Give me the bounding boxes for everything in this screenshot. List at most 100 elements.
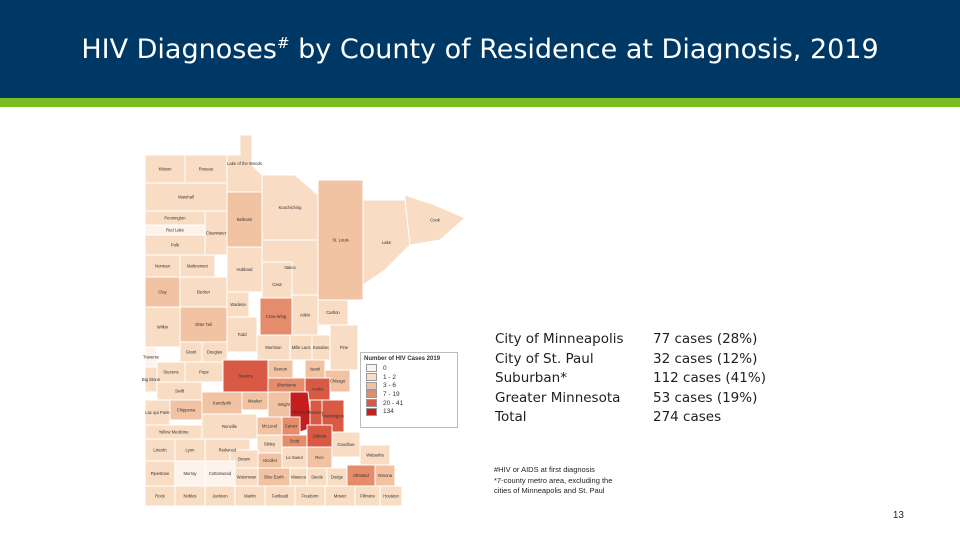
county-label: Chippewa [177,408,196,413]
county-label: Lake of the Woods [227,161,262,166]
county-label: Nicollet [263,458,278,463]
county-label: Sibley [264,442,276,447]
county-label: Crow Wing [266,314,287,319]
county-pipestone [144,460,176,487]
county-label: Lake [382,240,392,245]
county-label: Otter Tail [195,322,212,327]
county-label: Wilkin [157,325,169,330]
county-goodhue [331,431,361,458]
county-label: Roseau [199,167,214,172]
county-label: Clearwater [206,231,227,236]
county-label: Itasca [284,265,296,270]
county-label: Red Lake [166,228,185,233]
county-label: Hubbard [236,267,253,272]
county-labels: Kittson Roseau Lake of the Woods Marshall Ko… [142,161,441,499]
county-marshall [144,182,228,212]
county-clay [144,276,181,308]
summary-value: 53 cases (19%) [653,389,758,406]
county-label: Yellow Medicine [159,430,190,435]
county-label: Todd [237,332,247,337]
county-label: Douglas [207,350,222,355]
county-roseau [184,154,228,184]
legend-swatch [366,373,377,382]
county-renville [201,413,258,440]
county-label: Cass [272,282,282,287]
county-label: Swift [175,389,185,394]
county-label: Big Stone [142,377,161,382]
county-label: Freeborn [302,494,320,499]
county-houston [379,485,403,507]
county-label: Anoka [312,387,325,392]
county-label: Polk [171,243,180,248]
county-label: Redwood [219,448,237,453]
footnotes: #HIV or AIDS at first diagnosis *7-count… [494,465,612,497]
legend-label: 0 [383,364,387,372]
accent-stripe [0,98,960,107]
county-label: Dakota [313,434,327,439]
legend-swatch [366,407,377,416]
county-label: Kandiyohi [213,401,231,406]
county-label: Mahnomen [187,264,209,269]
footnote: *7-county metro area, excluding the [494,475,613,485]
county-label: Pope [199,370,209,375]
summary-row: City of St. Paul 32 cases (12%) [495,350,766,370]
county-label: Houston [383,494,399,499]
legend-swatch [366,364,377,373]
county-label: Watonwan [237,475,257,480]
county-label: Olmsted [353,473,369,478]
county-label: Kanabec [313,345,330,350]
legend-swatch [366,390,377,399]
county-label: Carlton [326,310,340,315]
county-crow-wing [259,297,293,336]
summary-label: City of St. Paul [495,350,594,367]
county-label: Martin [244,494,256,499]
county-label: Mower [334,494,347,499]
county-label: Mille Lacs [292,345,311,350]
summary-label: Suburban* [495,370,567,386]
county-label: Blue Earth [264,475,284,480]
county-label: Chisago [330,379,346,384]
legend-item: 3 - 6 [366,381,457,390]
county-label: Cottonwood [209,471,232,476]
county-label: Wright [278,402,291,407]
county-lac-qui-parle [144,399,171,426]
county-label: Wadena [230,302,246,307]
county-big-stone [144,366,158,393]
minnesota-county-map: Kittson Roseau Lake of the Woods Marshall Ko… [142,134,466,507]
summary-value: 77 cases (28%) [653,331,758,347]
county-label: Isanti [310,367,320,372]
summary-label: Total [495,409,527,425]
county-label: Clay [158,290,167,295]
county-label: Murray [183,471,197,476]
summary-row: Suburban* 112 cases (41%) [495,369,766,389]
county-label: Cook [430,218,441,223]
summary-value: 274 cases [653,409,722,425]
legend-swatch [366,399,377,408]
county-label: Koochiching [279,205,302,210]
county-chippewa [169,399,203,421]
county-beltrami [226,191,263,248]
legend-title: Number of HIV Cases 2019 [364,356,441,362]
county-label: Lincoln [153,448,167,453]
county-label: Hennepin [292,410,311,415]
legend-label: 134 [383,408,394,416]
summary-label: Greater Minnesota [495,389,621,406]
legend-item: 1 - 2 [366,373,457,382]
county-label: Washington [322,414,345,419]
county-wilkin [144,306,181,348]
county-label: Morrison [265,345,282,350]
county-pine [329,324,359,371]
county-label: Scott [290,439,300,444]
legend-label: 7 - 19 [383,390,400,398]
legend-label: 20 - 41 [383,399,404,407]
county-label: Dodge [331,475,344,480]
county-label: Pennington [164,216,186,221]
county-label: Fillmore [360,494,376,499]
county-label: Faribault [272,494,289,499]
footnote: cities of Minneapolis and St. Paul [494,486,605,495]
county-label: Becker [197,290,211,295]
county-label: McLeod [262,424,278,429]
legend-item: 0 [366,364,457,373]
county-label: Aitkin [300,313,311,318]
county-label: Meeker [248,399,263,404]
